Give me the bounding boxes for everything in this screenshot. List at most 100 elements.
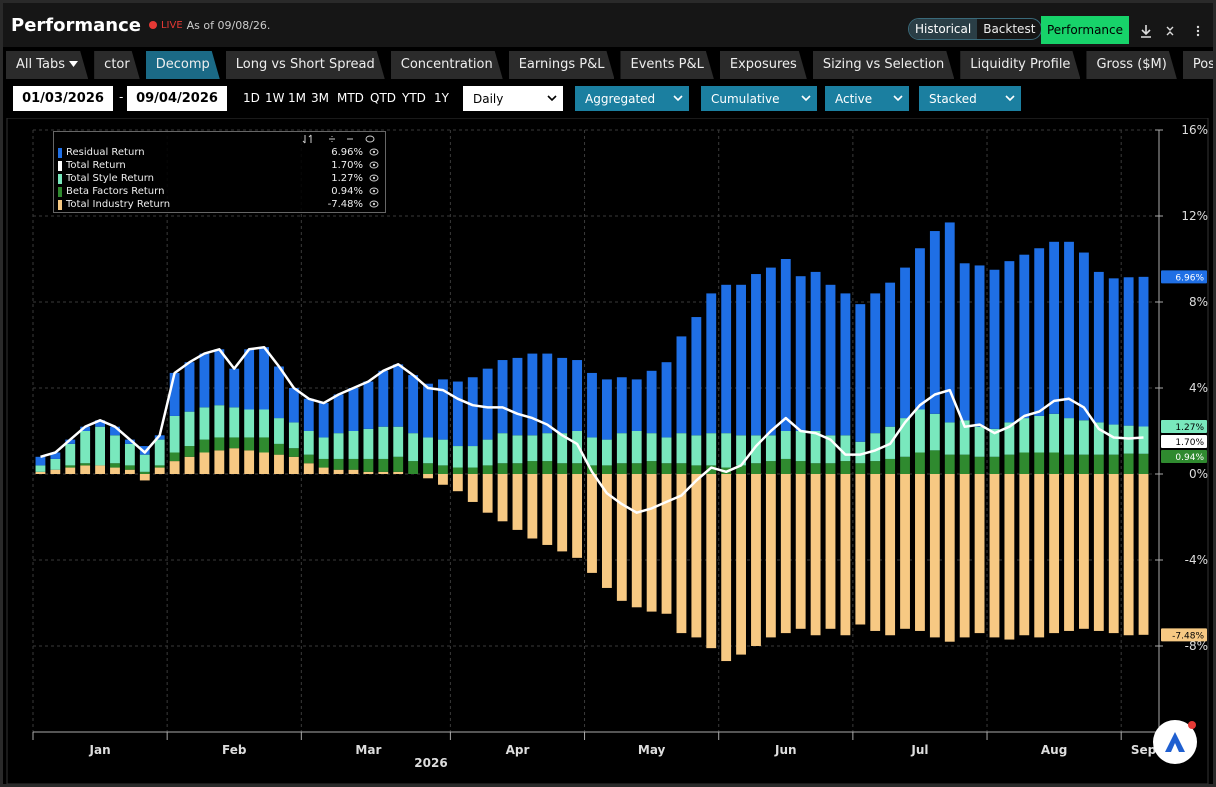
bar (348, 388, 359, 431)
eye-icon[interactable] (369, 148, 379, 156)
bar (512, 463, 523, 474)
bar (95, 420, 105, 427)
dropdown[interactable]: Cumulative (701, 86, 817, 111)
caret (801, 95, 811, 102)
toggle-option[interactable]: Backtest (983, 22, 1036, 36)
performance-button[interactable]: Performance (1041, 16, 1129, 44)
menu-icon[interactable] (1196, 33, 1200, 37)
eye-icon[interactable] (369, 161, 379, 169)
eye-icon[interactable] (369, 174, 379, 182)
bar (840, 293, 851, 436)
bar (557, 463, 568, 474)
value-badge-label: 6.96% (1175, 273, 1204, 283)
tab[interactable]: All Tabs (6, 51, 88, 79)
menu-icon[interactable] (1196, 29, 1200, 33)
range-button[interactable]: QTD (370, 91, 397, 105)
bar (601, 465, 612, 474)
tab[interactable]: Exposures (720, 51, 807, 79)
range-button[interactable]: 1W (265, 91, 285, 105)
tab[interactable]: Sizing vs Selection (813, 51, 954, 79)
bar (393, 471, 404, 474)
download-icon[interactable] (1141, 25, 1151, 38)
bar (825, 463, 836, 474)
bar (348, 458, 359, 470)
bar (780, 431, 791, 459)
bar (870, 433, 881, 462)
bar (244, 437, 255, 451)
bar (318, 403, 329, 438)
eye-icon[interactable] (369, 200, 379, 208)
frequency-dropdown[interactable]: Daily (463, 86, 563, 111)
bar (438, 465, 448, 474)
tab[interactable]: Earnings P&L (509, 51, 615, 79)
controls: 01/03/2026 - 09/04/2026 1D 1W 1M 3M MTD QTD YT… (3, 86, 1213, 112)
range-button[interactable]: 1D (243, 91, 260, 105)
bar (497, 360, 508, 434)
bar (810, 474, 821, 636)
dropdown[interactable]: Aggregated (575, 86, 689, 111)
legend-label: Residual Return (66, 147, 145, 158)
range-button[interactable]: 1M (288, 91, 306, 105)
bar (65, 467, 76, 474)
tab[interactable]: Gross ($M) (1086, 51, 1176, 79)
tab[interactable]: ctor (94, 51, 140, 79)
menu-icon[interactable] (1196, 25, 1200, 29)
x-tick-label: Jul (910, 743, 928, 757)
date-from[interactable]: 01/03/2026 (13, 86, 113, 111)
range-button[interactable]: MTD (337, 91, 364, 105)
caret (893, 95, 903, 102)
tab[interactable]: Decomp (146, 51, 220, 79)
bar (959, 263, 970, 421)
bar (1004, 454, 1015, 474)
date-to[interactable]: 09/04/2026 (127, 86, 227, 111)
tab[interactable]: Long vs Short Spread (226, 51, 385, 79)
tab[interactable]: Liquidity Profile (960, 51, 1080, 79)
toggle-option[interactable]: Historical (909, 19, 978, 39)
tab[interactable]: Concentration (391, 51, 503, 79)
bar (512, 474, 523, 530)
bar (974, 265, 985, 427)
bar (199, 407, 210, 440)
bar (870, 461, 881, 474)
bar (721, 433, 732, 468)
bar (646, 370, 657, 434)
range-button[interactable]: 3M (311, 91, 329, 105)
bar (780, 458, 791, 474)
range-button[interactable]: 1Y (434, 91, 449, 105)
bar (527, 461, 538, 474)
bar (303, 454, 314, 464)
page-title: Performance (11, 14, 141, 36)
bar (527, 353, 538, 436)
bar (974, 426, 985, 457)
range-button[interactable]: YTD (402, 91, 426, 105)
bar (706, 474, 717, 649)
dropdown[interactable]: Stacked (919, 86, 1021, 111)
legend-value: 0.94% (331, 186, 363, 197)
assistant-button[interactable] (1151, 716, 1201, 766)
legend-swatch (58, 160, 62, 171)
tab[interactable]: Events P&L (620, 51, 713, 79)
bar (751, 463, 761, 474)
live-label: LIVE (160, 19, 183, 31)
bar (467, 467, 478, 474)
y-tick-label: 12% (1181, 209, 1208, 223)
bar (825, 284, 836, 436)
dropdown-label: Daily (473, 91, 504, 106)
bar (959, 454, 970, 474)
expand-icon[interactable] (1166, 26, 1174, 36)
bar (855, 441, 866, 464)
bar (169, 461, 180, 474)
bar (303, 463, 314, 474)
bar (423, 383, 433, 438)
dropdown[interactable]: Active (825, 86, 909, 111)
value-badge (1161, 419, 1207, 433)
tab[interactable]: Positions (1183, 51, 1213, 79)
bar (438, 439, 448, 466)
eye-icon[interactable] (369, 187, 379, 195)
bar (1138, 276, 1149, 427)
bar (184, 456, 195, 474)
bar (1123, 453, 1134, 474)
bar (288, 456, 299, 474)
legend-swatch (58, 186, 62, 197)
bar (482, 439, 493, 466)
